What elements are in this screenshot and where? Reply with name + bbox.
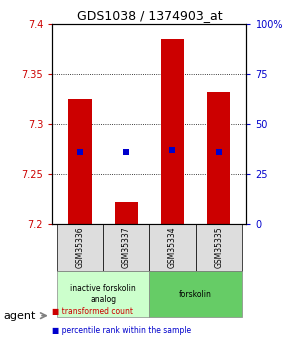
Text: inactive forskolin
analog: inactive forskolin analog bbox=[70, 284, 136, 304]
Point bbox=[124, 149, 128, 155]
Bar bbox=[68, 99, 92, 224]
Point bbox=[78, 149, 82, 155]
Text: GSM35334: GSM35334 bbox=[168, 226, 177, 268]
FancyBboxPatch shape bbox=[57, 224, 103, 270]
Point bbox=[170, 147, 175, 153]
Text: ■ transformed count: ■ transformed count bbox=[52, 307, 133, 316]
Text: GSM35336: GSM35336 bbox=[75, 226, 84, 268]
FancyBboxPatch shape bbox=[149, 224, 196, 270]
FancyBboxPatch shape bbox=[57, 270, 149, 317]
Title: GDS1038 / 1374903_at: GDS1038 / 1374903_at bbox=[77, 9, 222, 22]
FancyBboxPatch shape bbox=[103, 224, 149, 270]
Text: GSM35337: GSM35337 bbox=[122, 226, 131, 268]
Bar bbox=[161, 39, 184, 224]
FancyBboxPatch shape bbox=[196, 224, 242, 270]
Bar bbox=[115, 202, 138, 224]
Text: agent: agent bbox=[3, 311, 35, 321]
Bar bbox=[207, 92, 230, 224]
Point bbox=[216, 149, 221, 155]
Text: ■ percentile rank within the sample: ■ percentile rank within the sample bbox=[52, 326, 191, 335]
Text: forskolin: forskolin bbox=[179, 289, 212, 298]
FancyBboxPatch shape bbox=[149, 270, 242, 317]
Text: GSM35335: GSM35335 bbox=[214, 226, 223, 268]
